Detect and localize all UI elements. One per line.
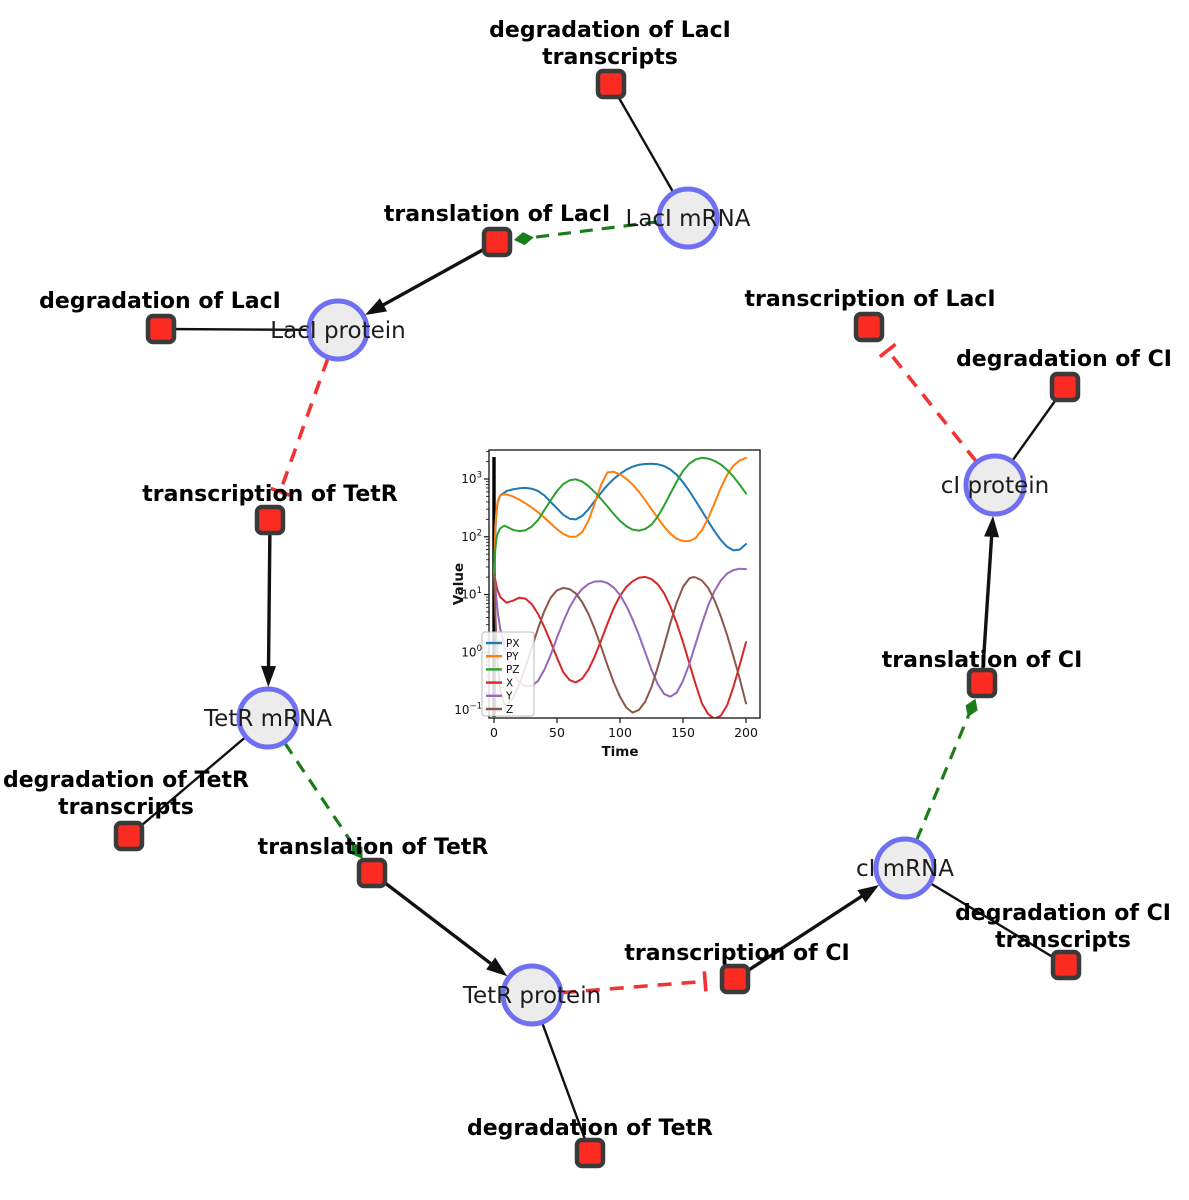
labels-layer: degradation of LacItranscriptstranslatio… (3, 18, 1172, 1141)
species-label-ci_protein: cI protein (941, 473, 1050, 499)
reaction-node-deg_tetr_tx[interactable] (113, 820, 145, 852)
edge-modifier-laci_mrna-transl_laci (513, 220, 659, 246)
reaction-label-deg_laci: degradation of LacI (39, 289, 281, 314)
x-tick-label: 50 (549, 725, 565, 740)
y-tick-label: 10−1 (454, 702, 482, 718)
reaction-node-deg_tetr[interactable] (574, 1137, 606, 1169)
species-label-laci_mrna: LacI mRNA (626, 206, 751, 232)
series-line-PX (493, 462, 747, 579)
reaction-label-deg_ci_tx: transcripts (995, 928, 1131, 953)
x-axis-label: Time (601, 744, 638, 760)
y-tick-label: 101 (461, 586, 482, 602)
edge-arrow-tc_ci-ci_mrna (734, 884, 880, 981)
reaction-label-deg_tetr_tx: transcripts (58, 795, 194, 820)
edge-arrow-transl_tetr-tetr_protein (370, 871, 508, 977)
edge-inhibition-tetr_protein-tc_ci (561, 971, 708, 995)
x-tick-label: 150 (671, 725, 695, 740)
edge-inhibition-ci_protein-tc_laci (878, 342, 978, 463)
edge-modifier-tetr_mrna-transl_tetr (283, 742, 363, 859)
species-label-laci_protein: LacI protein (270, 318, 405, 344)
species-node-tetr_mrna[interactable] (236, 686, 300, 750)
y-axis-label: Value (451, 563, 467, 605)
species-label-tetr_protein: TetR protein (462, 983, 601, 1009)
plot-border (488, 449, 761, 719)
series-line-PZ (493, 456, 747, 579)
species-node-laci_mrna[interactable] (656, 186, 720, 250)
reaction-label-deg_laci_tx: degradation of LacI (489, 18, 731, 43)
reaction-label-tc_tetr: transcription of TetR (142, 482, 398, 507)
reaction-node-tc_laci[interactable] (853, 311, 885, 343)
timeseries-inset-plot: 0 50 100 150 20010−1100101102103TimeValuePXP… (450, 436, 785, 771)
reaction-node-transl_tetr[interactable] (356, 857, 388, 889)
legend-label-PY: PY (506, 651, 519, 663)
reaction-label-tc_laci: transcription of LacI (744, 287, 995, 312)
species-node-tetr_protein[interactable] (500, 963, 564, 1027)
species-node-laci_protein[interactable] (306, 298, 370, 362)
y-tick-label: 103 (461, 471, 482, 487)
nodes-layer (113, 68, 1082, 1169)
species-node-ci_mrna[interactable] (873, 836, 937, 900)
legend-label-Y: Y (505, 691, 513, 703)
reaction-label-deg_ci_tx: degradation of CI (955, 901, 1171, 926)
x-tick-label: 0 (490, 725, 498, 740)
legend-label-PX: PX (506, 638, 520, 650)
species-label-tetr_mrna: TetR mRNA (203, 706, 332, 732)
reaction-label-deg_tetr_tx: degradation of TetR (3, 768, 249, 793)
reaction-node-tc_tetr[interactable] (254, 504, 286, 536)
reaction-node-tc_ci[interactable] (719, 963, 751, 995)
reaction-node-deg_ci_tx[interactable] (1050, 949, 1082, 981)
species-node-ci_protein[interactable] (963, 453, 1027, 517)
series-line-PY (493, 456, 747, 579)
reaction-label-transl_laci: translation of LacI (384, 202, 610, 227)
y-tick-label: 102 (461, 528, 482, 544)
reaction-node-deg_ci[interactable] (1049, 371, 1081, 403)
legend-label-X: X (506, 677, 513, 689)
reaction-node-transl_ci[interactable] (966, 667, 998, 699)
legend-label-PZ: PZ (506, 664, 520, 676)
species-label-ci_mrna: cI mRNA (856, 856, 954, 882)
reaction-node-deg_laci_tx[interactable] (595, 68, 627, 100)
reaction-node-deg_laci[interactable] (145, 313, 177, 345)
reaction-label-deg_tetr: degradation of TetR (467, 1116, 713, 1141)
edge-arrow-tc_tetr-tetr_mrna (261, 519, 277, 688)
x-tick-label: 100 (608, 725, 632, 740)
reaction-label-deg_laci_tx: transcripts (542, 45, 678, 70)
x-tick-label: 200 (734, 725, 758, 740)
reaction-label-deg_ci: degradation of CI (956, 347, 1172, 372)
edge-arrow-transl_laci-laci_protein (365, 240, 498, 315)
inset-background (450, 436, 785, 771)
reaction-label-transl_tetr: translation of TetR (258, 835, 489, 860)
reaction-label-tc_ci: transcription of CI (624, 941, 849, 966)
reaction-label-transl_ci: translation of CI (882, 648, 1083, 673)
edge-modifier-ci_mrna-transl_ci (915, 698, 978, 841)
edge-arrow-transl_ci-ci_protein (980, 515, 1000, 684)
edge-inhibition-laci_protein-tc_tetr (270, 357, 330, 497)
legend-label-Z: Z (506, 704, 513, 716)
reaction-node-transl_laci[interactable] (481, 226, 513, 258)
y-tick-label: 100 (461, 644, 482, 660)
series-line-X (493, 573, 747, 718)
